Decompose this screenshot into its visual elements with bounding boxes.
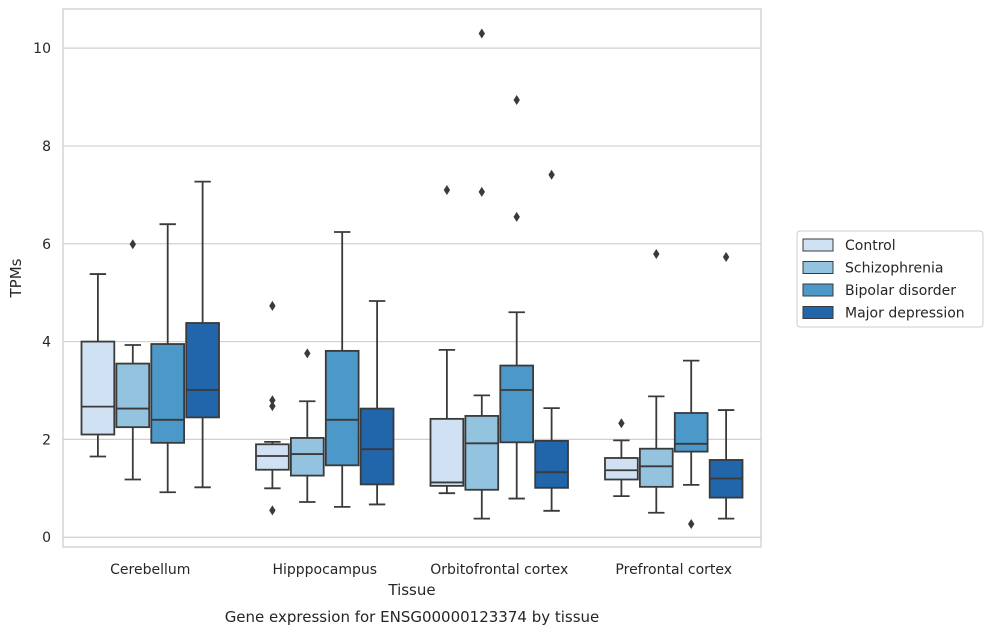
y-axis-label: TPMs <box>7 258 25 298</box>
legend-label: Control <box>845 238 896 254</box>
outlier-point <box>513 94 520 105</box>
box-control <box>604 418 639 498</box>
box-control <box>80 273 116 458</box>
legend: Control Schizophrenia Bipolar disorder Majo… <box>796 230 984 328</box>
legend-swatch <box>802 238 834 252</box>
legend-label: Bipolar disorder <box>845 283 956 299</box>
y-tick-label: 2 <box>42 432 51 448</box>
box-bipolar-disorder <box>150 223 186 494</box>
outlier-point <box>304 348 311 359</box>
box-iqr <box>673 412 709 453</box>
box-schizophrenia <box>289 348 325 503</box>
box-major-depression <box>359 300 395 506</box>
plot-frame <box>62 8 762 548</box>
x-tick-label: Hipppocampus <box>272 562 377 578</box>
outlier-point <box>129 239 136 250</box>
box-schizophrenia <box>115 239 151 481</box>
box-major-depression <box>708 251 744 520</box>
x-tick-label: Orbitofrontal cortex <box>430 562 568 578</box>
box-iqr <box>80 340 116 436</box>
legend-frame <box>796 230 984 328</box>
box-iqr <box>638 447 674 488</box>
outlier-point <box>269 395 276 406</box>
outlier-point <box>548 169 555 180</box>
box-iqr <box>150 343 186 444</box>
y-tick-label: 8 <box>42 139 51 155</box>
outlier-point <box>688 519 695 530</box>
x-axis-label: Tissue <box>387 581 435 599</box>
box-iqr <box>324 349 360 467</box>
box-schizophrenia <box>464 28 500 520</box>
outlier-point <box>722 251 730 262</box>
box-major-depression <box>185 180 220 489</box>
y-tick-label: 0 <box>42 530 51 546</box>
box-bipolar-disorder <box>673 359 709 530</box>
figure-caption: Gene expression for ENSG00000123374 by t… <box>225 608 600 626</box>
y-tick-label: 4 <box>42 335 51 351</box>
x-tick-labels: Cerebellum Hipppocampus Orbitofrontal cort… <box>110 562 732 578</box>
outlier-point <box>269 300 276 311</box>
box-iqr <box>499 364 535 444</box>
box-iqr <box>604 457 639 481</box>
box-iqr <box>359 407 395 486</box>
legend-label: Schizophrenia <box>845 261 943 277</box>
box-iqr <box>255 443 290 471</box>
legend-swatch <box>802 306 834 319</box>
legend-label: Major depression <box>845 306 965 322</box>
outlier-point <box>269 505 276 516</box>
outlier-point <box>269 401 276 412</box>
box-bipolar-disorder <box>499 94 535 500</box>
box-control <box>255 300 290 516</box>
outlier-point <box>618 418 625 429</box>
box-schizophrenia <box>638 249 674 514</box>
box-iqr <box>289 437 325 477</box>
outlier-point <box>513 211 520 222</box>
y-tick-labels: 0 2 4 6 8 10 <box>33 41 51 546</box>
box-iqr <box>534 439 569 489</box>
box-iqr <box>185 322 220 419</box>
outlier-point <box>478 186 485 197</box>
y-tick-label: 10 <box>33 41 51 57</box>
legend-swatch <box>802 283 834 297</box>
box-bipolar-disorder <box>324 231 360 508</box>
box-major-depression <box>534 169 569 512</box>
outlier-point <box>653 249 660 260</box>
box-iqr <box>464 415 500 491</box>
boxes <box>80 28 744 530</box>
box-iqr <box>429 417 465 487</box>
box-iqr <box>115 362 151 429</box>
x-tick-label: Cerebellum <box>110 562 190 578</box>
outlier-point <box>478 28 485 39</box>
x-tick-label: Prefrontal cortex <box>615 562 732 578</box>
box-control <box>429 184 465 495</box>
outlier-point <box>443 184 451 195</box>
legend-swatch <box>802 261 834 274</box>
y-tick-label: 6 <box>42 237 51 253</box>
